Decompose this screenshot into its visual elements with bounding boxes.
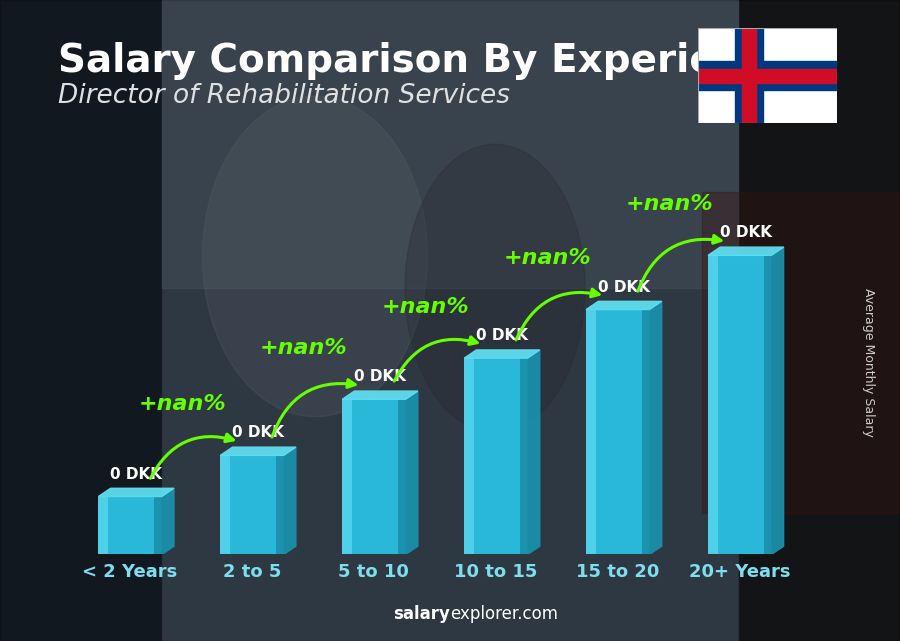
Polygon shape	[98, 488, 174, 497]
Bar	[764, 255, 771, 554]
Text: 0 DKK: 0 DKK	[354, 369, 406, 385]
Polygon shape	[771, 247, 784, 554]
Bar	[698, 62, 837, 90]
Polygon shape	[406, 391, 418, 554]
Polygon shape	[650, 301, 662, 554]
Bar	[520, 358, 527, 554]
Bar	[702, 192, 900, 513]
Text: +nan%: +nan%	[260, 338, 347, 358]
Bar	[586, 310, 650, 554]
Polygon shape	[586, 301, 662, 310]
Polygon shape	[162, 488, 174, 554]
Bar	[398, 399, 406, 554]
Bar	[708, 255, 717, 554]
Text: 0 DKK: 0 DKK	[598, 279, 650, 295]
Text: explorer.com: explorer.com	[450, 605, 558, 623]
Text: +nan%: +nan%	[504, 248, 591, 269]
Ellipse shape	[405, 144, 585, 433]
Bar	[0, 0, 162, 641]
Text: +nan%: +nan%	[382, 297, 470, 317]
Text: +nan%: +nan%	[626, 194, 714, 214]
Text: Average Monthly Salary: Average Monthly Salary	[862, 288, 875, 437]
Bar	[464, 358, 527, 554]
Bar	[698, 69, 837, 83]
Bar	[342, 399, 352, 554]
Text: Salary Comparison By Experience: Salary Comparison By Experience	[58, 42, 793, 79]
Bar	[734, 28, 762, 123]
Bar	[276, 455, 284, 554]
Bar	[220, 455, 230, 554]
Bar	[742, 28, 756, 123]
Bar	[708, 255, 771, 554]
Text: 0 DKK: 0 DKK	[476, 328, 528, 343]
Bar	[154, 497, 162, 554]
Bar	[162, 0, 738, 288]
Text: +nan%: +nan%	[139, 394, 226, 414]
Text: 0 DKK: 0 DKK	[110, 467, 162, 481]
Bar	[162, 0, 738, 641]
Bar	[586, 310, 596, 554]
Polygon shape	[342, 391, 418, 399]
Text: Director of Rehabilitation Services: Director of Rehabilitation Services	[58, 83, 510, 110]
Bar	[642, 310, 650, 554]
Bar	[220, 455, 284, 554]
Text: salary: salary	[393, 605, 450, 623]
Polygon shape	[464, 350, 540, 358]
Polygon shape	[708, 247, 784, 255]
Bar	[342, 399, 406, 554]
Text: 0 DKK: 0 DKK	[232, 426, 284, 440]
Ellipse shape	[202, 96, 428, 417]
Bar	[464, 358, 473, 554]
Text: 0 DKK: 0 DKK	[720, 226, 772, 240]
Bar	[738, 0, 900, 641]
Bar	[98, 497, 162, 554]
Polygon shape	[527, 350, 540, 554]
Polygon shape	[284, 447, 296, 554]
Polygon shape	[220, 447, 296, 455]
Bar	[98, 497, 108, 554]
